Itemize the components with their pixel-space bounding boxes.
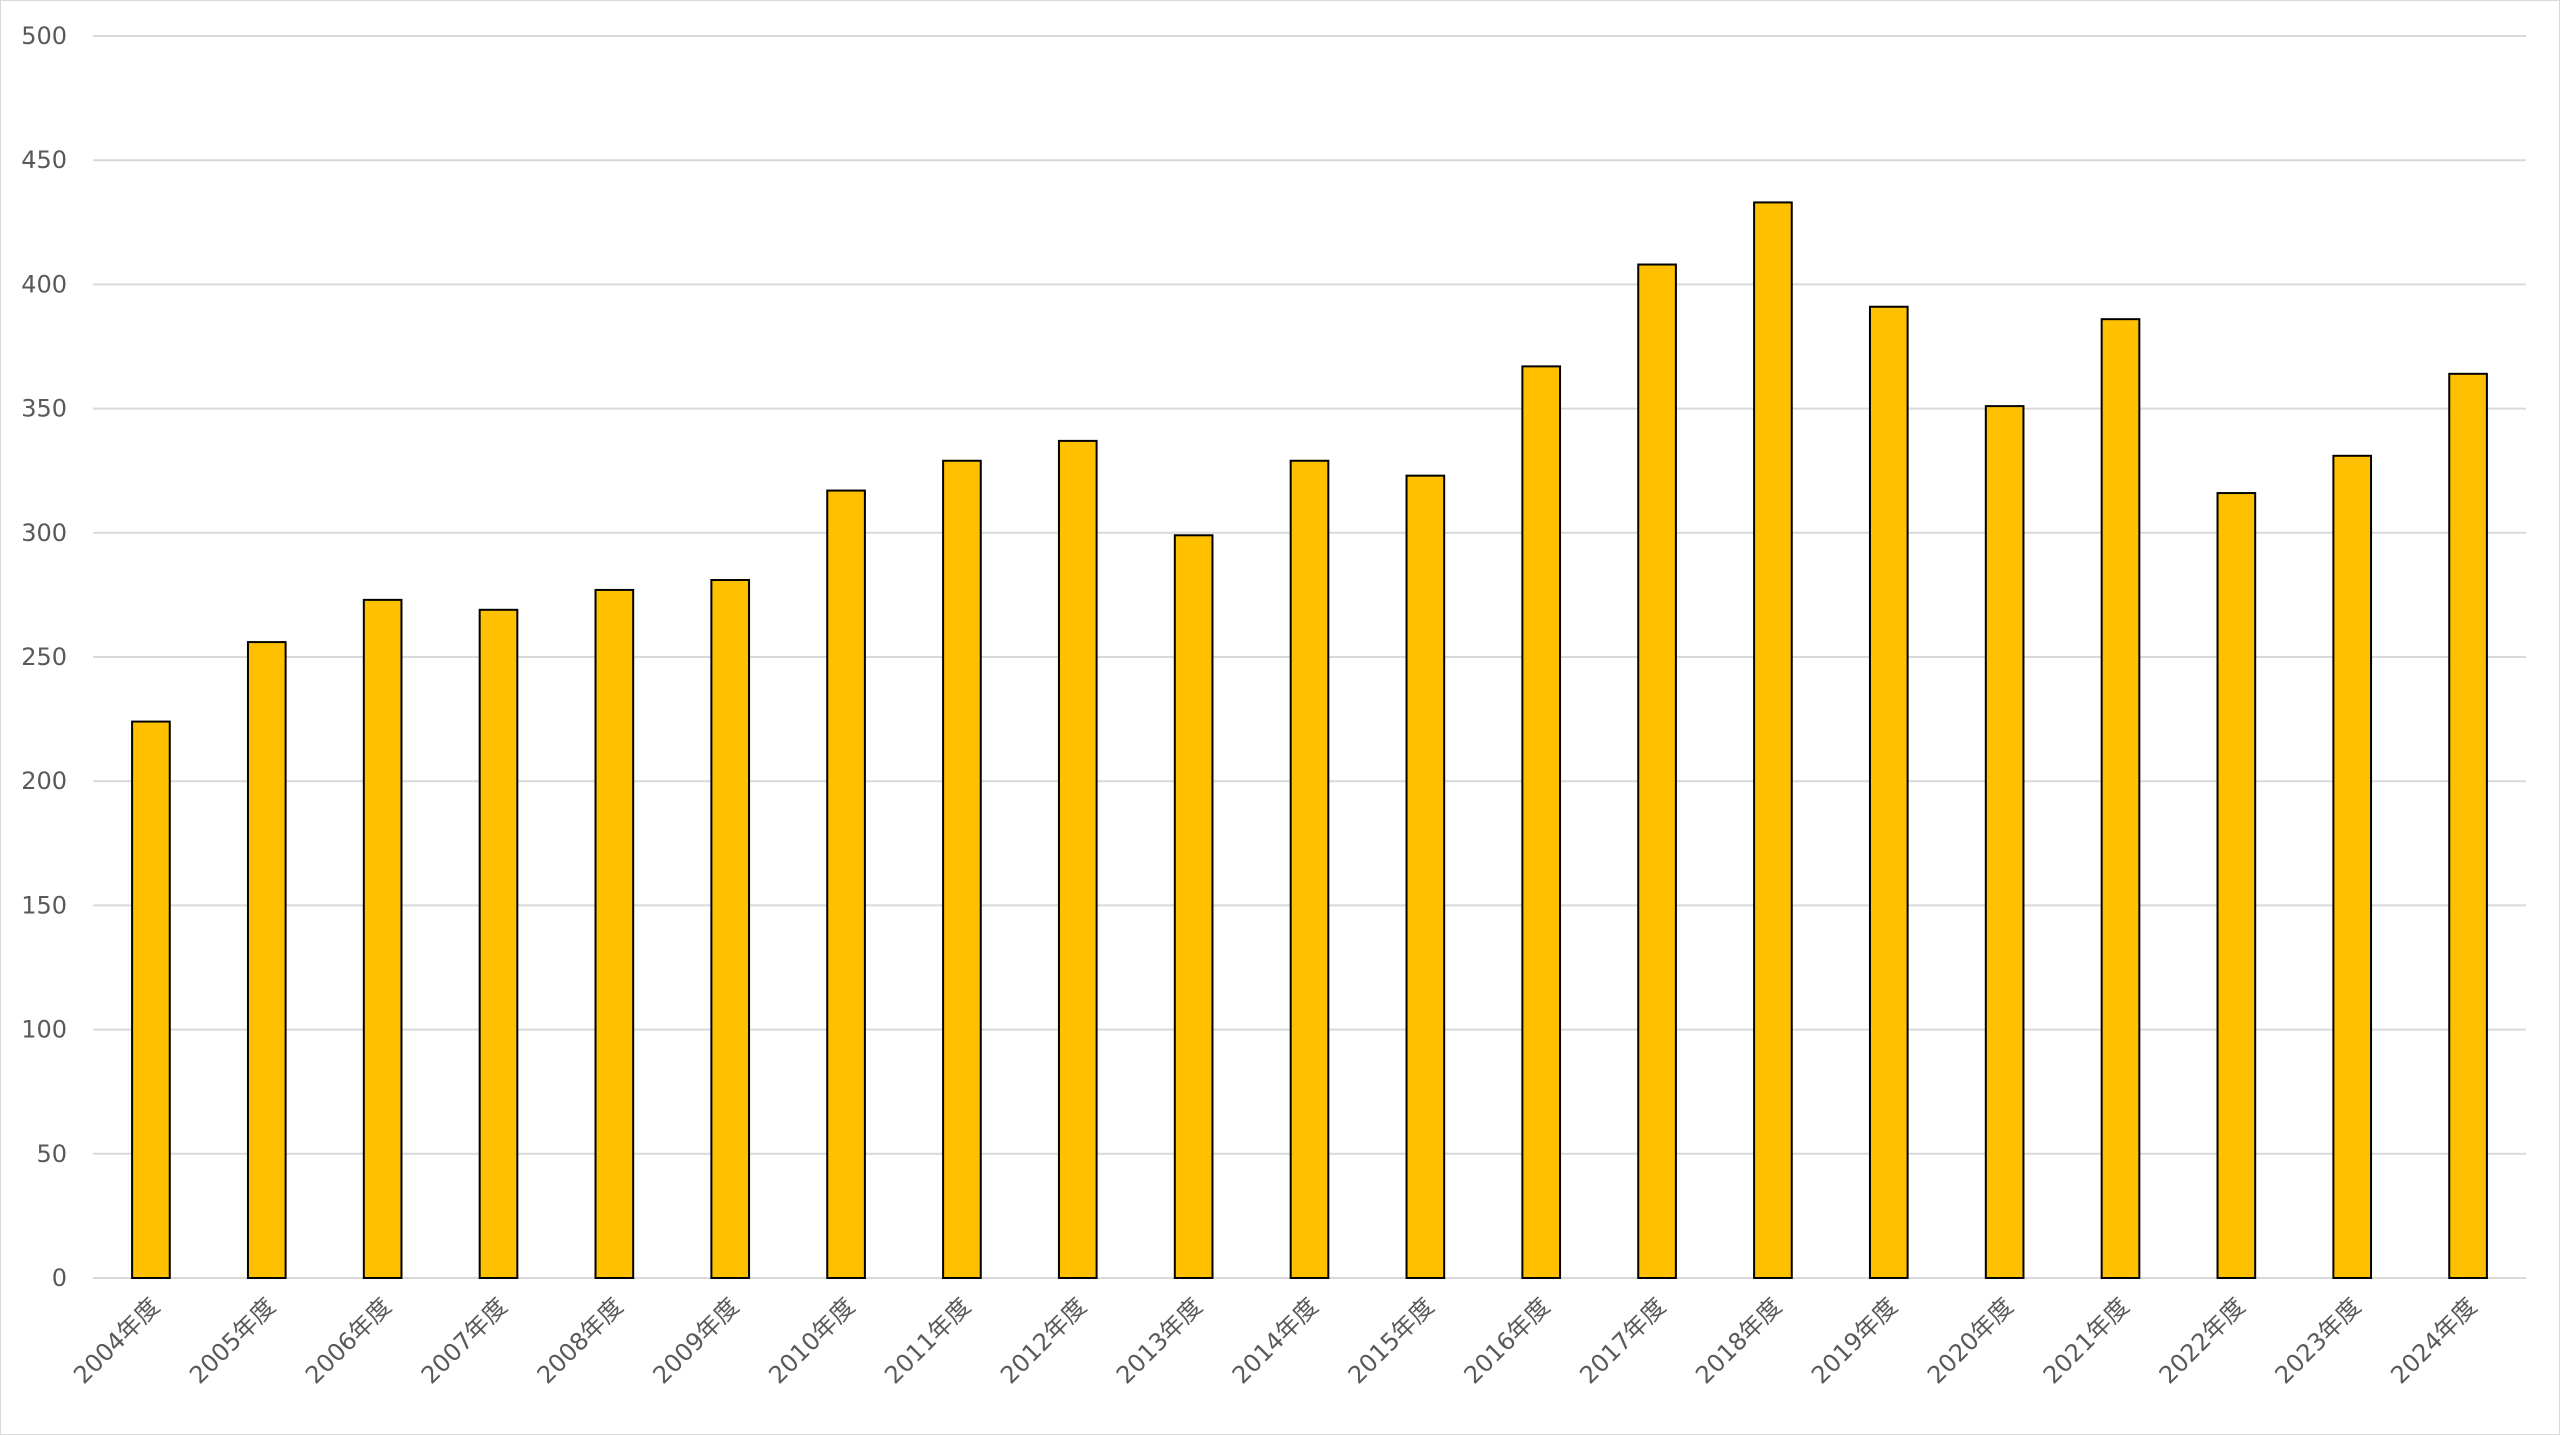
x-tick-label: 2007年度 xyxy=(416,1292,513,1389)
x-tick-label: 2008年度 xyxy=(532,1292,629,1389)
x-tick-label: 2019年度 xyxy=(1806,1292,1903,1389)
y-tick-label: 500 xyxy=(21,22,67,50)
bar-2020年度 xyxy=(1984,405,2025,1279)
bar-2016年度 xyxy=(1521,365,1562,1279)
bar-2009年度 xyxy=(710,578,751,1279)
x-tick-label: 2016年度 xyxy=(1459,1292,1556,1389)
bar-2004年度 xyxy=(131,720,171,1279)
x-tick-label: 2012年度 xyxy=(995,1292,1092,1389)
y-tick-label: 400 xyxy=(21,270,67,298)
x-tick-label: 2013年度 xyxy=(1111,1292,1208,1389)
bar-2013年度 xyxy=(1173,534,1214,1279)
x-tick-label: 2023年度 xyxy=(2270,1292,2367,1389)
x-tick-label: 2020年度 xyxy=(1922,1292,2019,1389)
x-tick-label: 2006年度 xyxy=(300,1292,397,1389)
x-tick-label: 2022年度 xyxy=(2154,1292,2251,1389)
bar-2007年度 xyxy=(478,608,519,1279)
bar-2024年度 xyxy=(2448,372,2488,1280)
y-tick-label: 450 xyxy=(21,146,67,174)
x-tick-label: 2009年度 xyxy=(648,1292,745,1389)
y-axis-tick-labels: 0 50 100 150 200 250 300 350 400 450 500 xyxy=(21,22,67,1292)
x-tick-label: 2005年度 xyxy=(184,1292,281,1389)
bar-2010年度 xyxy=(826,489,866,1279)
y-tick-label: 250 xyxy=(21,643,67,671)
bar-2023年度 xyxy=(2332,454,2373,1279)
bar-2017年度 xyxy=(1637,263,1677,1279)
y-tick-label: 0 xyxy=(52,1264,67,1292)
bar-2015年度 xyxy=(1405,474,1446,1279)
x-tick-label: 2015年度 xyxy=(1343,1292,1440,1389)
bar-2021年度 xyxy=(2100,318,2141,1279)
x-axis-tick-labels: 2004年度 2005年度 2006年度 2007年度 2008年度 2009年度 2010… xyxy=(68,1292,2482,1389)
x-tick-label: 2017年度 xyxy=(1574,1292,1671,1389)
x-tick-label: 2004年度 xyxy=(68,1292,165,1389)
y-tick-label: 200 xyxy=(21,767,67,795)
bar-2006年度 xyxy=(362,598,403,1279)
y-tick-label: 150 xyxy=(21,891,67,919)
x-tick-label: 2014年度 xyxy=(1227,1292,1324,1389)
y-tick-label: 100 xyxy=(21,1016,67,1044)
x-tick-label: 2018年度 xyxy=(1690,1292,1787,1389)
y-tick-label: 350 xyxy=(21,395,67,423)
bar-2008年度 xyxy=(594,588,635,1279)
bar-2005年度 xyxy=(246,641,287,1279)
bar-2022年度 xyxy=(2216,492,2257,1279)
bars xyxy=(131,201,2488,1280)
bar-2012年度 xyxy=(1057,439,1098,1279)
x-tick-label: 2011年度 xyxy=(879,1292,976,1389)
x-tick-label: 2021年度 xyxy=(2038,1292,2135,1389)
bar-2014年度 xyxy=(1289,459,1330,1280)
y-tick-label: 50 xyxy=(36,1140,67,1168)
y-tick-label: 300 xyxy=(21,519,67,547)
bar-2018年度 xyxy=(1753,201,1793,1280)
bar-2011年度 xyxy=(942,459,982,1280)
x-tick-label: 2010年度 xyxy=(763,1292,860,1389)
x-tick-label: 2024年度 xyxy=(2385,1292,2482,1389)
bar-2019年度 xyxy=(1868,305,1909,1280)
